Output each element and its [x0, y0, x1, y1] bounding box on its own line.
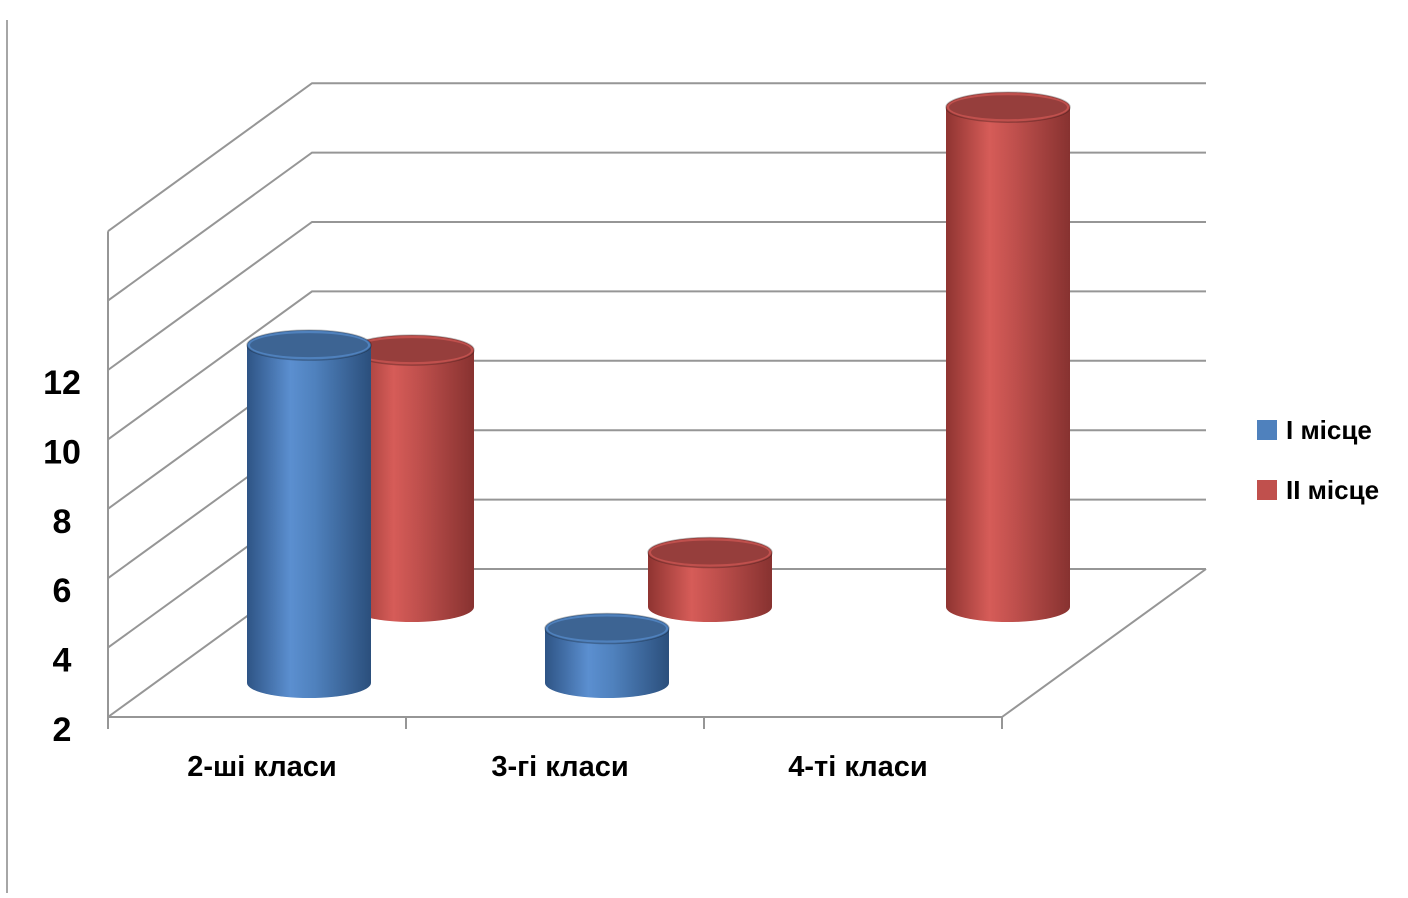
bar-body	[946, 107, 1070, 622]
y-tick-label: 6	[53, 572, 72, 610]
y-tick-label: 4	[53, 642, 72, 680]
x-tick-label: 3-гі класи	[491, 751, 628, 783]
bar-top-shade	[250, 333, 368, 358]
bar	[349, 334, 475, 622]
bar-top	[246, 329, 372, 361]
legend-label: ІІ місце	[1286, 475, 1379, 505]
y-tick-label: 10	[43, 433, 81, 471]
bar	[945, 91, 1071, 622]
legend: І місце ІІ місце	[1257, 415, 1379, 505]
gridline	[107, 82, 1206, 233]
bar-top-shade	[548, 616, 666, 641]
bar-body	[545, 628, 669, 698]
bar-top-shade	[651, 540, 769, 565]
bar-body	[247, 345, 371, 698]
bar-body	[648, 552, 772, 622]
bar-top	[945, 91, 1071, 123]
legend-swatch	[1257, 420, 1277, 440]
bar	[647, 536, 773, 622]
floor-right-edge	[1001, 568, 1207, 718]
x-axis-ticks: 2-ші класи 3-гі класи 4-ті класи	[107, 717, 1003, 783]
bar-top	[544, 612, 670, 645]
bar-top	[647, 536, 773, 569]
legend-swatch	[1257, 480, 1277, 500]
y-tick-label: 12	[43, 364, 81, 402]
bar-top-shade	[949, 95, 1067, 120]
y-tick-label: 2	[53, 711, 72, 749]
gridline	[107, 151, 1206, 302]
bar-top-shade	[353, 338, 471, 363]
gridline	[107, 221, 1206, 371]
legend-label: І місце	[1286, 415, 1372, 445]
bar	[246, 329, 372, 698]
x-tick-label: 2-ші класи	[187, 751, 336, 783]
bar-body	[350, 350, 474, 622]
bars	[246, 91, 1071, 698]
y-tick-label: 8	[53, 503, 72, 541]
x-tick-label: 4-ті класи	[788, 751, 927, 783]
y-axis-ticks: 2 4 6 8 10 12	[43, 364, 81, 749]
bar	[544, 612, 670, 698]
gridline	[107, 290, 1206, 441]
